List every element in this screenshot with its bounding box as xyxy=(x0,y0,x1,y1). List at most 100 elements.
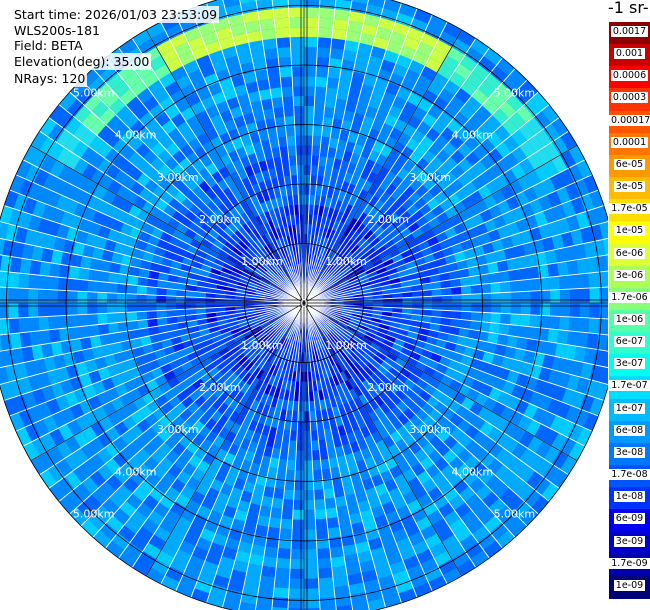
beta-cell xyxy=(543,382,558,399)
beta-cell xyxy=(277,458,288,470)
beta-cell xyxy=(235,215,247,227)
beta-cell xyxy=(158,177,173,192)
beta-cell xyxy=(448,71,467,88)
beta-cell xyxy=(363,390,374,403)
beta-cell xyxy=(374,78,389,92)
beta-cell xyxy=(431,204,445,218)
beta-cell xyxy=(252,254,263,264)
beta-cell xyxy=(472,430,488,446)
beta-cell xyxy=(28,288,39,303)
beta-cell xyxy=(8,287,19,303)
beta-cell xyxy=(178,171,192,185)
beta-cell xyxy=(245,81,259,94)
beta-cell xyxy=(496,259,509,273)
beta-cell xyxy=(359,340,371,350)
beta-cell xyxy=(178,434,193,449)
ray-line xyxy=(303,302,448,585)
beta-cell xyxy=(130,257,143,269)
beta-cell xyxy=(350,244,360,255)
ray-line xyxy=(190,302,305,598)
beta-cell xyxy=(247,281,258,288)
beta-cell xyxy=(193,341,205,352)
beta-cell xyxy=(479,321,491,333)
beta-cell xyxy=(327,526,341,539)
beta-cell xyxy=(539,315,551,329)
beta-cell xyxy=(113,421,129,437)
beta-cell xyxy=(541,104,560,124)
beta-cell xyxy=(351,287,362,293)
beta-cell xyxy=(360,281,371,288)
beta-cell xyxy=(392,21,410,37)
beta-cell xyxy=(593,239,606,257)
beta-cell xyxy=(0,318,10,335)
beta-cell xyxy=(513,86,532,106)
beta-cell xyxy=(264,326,274,335)
beta-cell xyxy=(366,218,377,230)
beta-cell xyxy=(329,546,345,558)
beta-cell xyxy=(104,354,117,367)
beta-cell xyxy=(377,365,389,376)
beta-cell xyxy=(377,17,396,32)
beta-cell xyxy=(106,474,123,492)
beta-cell xyxy=(249,276,261,283)
beta-cell xyxy=(184,209,197,222)
beta-cell xyxy=(519,229,533,245)
beta-cell xyxy=(342,192,353,204)
beta-cell xyxy=(50,207,65,224)
ray-line xyxy=(303,302,608,336)
beta-cell xyxy=(456,335,468,347)
beta-cell xyxy=(242,71,257,85)
beta-cell xyxy=(242,582,260,596)
beta-cell xyxy=(324,248,331,260)
beta-cell xyxy=(88,324,100,337)
beta-cell xyxy=(363,579,381,593)
beta-cell xyxy=(232,349,243,359)
range-label: 2.00km xyxy=(367,381,409,394)
beta-cell xyxy=(372,383,384,395)
beta-cell xyxy=(552,204,567,221)
beta-cell xyxy=(347,572,364,586)
beta-cell xyxy=(140,335,152,347)
beta-cell xyxy=(277,418,286,430)
beta-cell xyxy=(375,565,393,580)
beta-cell xyxy=(385,334,397,344)
beta-cell xyxy=(397,109,413,124)
beta-cell xyxy=(293,96,304,107)
beta-cell xyxy=(373,187,386,200)
beta-cell xyxy=(267,466,278,479)
beta-cell xyxy=(500,184,515,201)
beta-cell xyxy=(378,100,393,114)
beta-cell xyxy=(280,518,293,530)
beta-cell xyxy=(443,79,461,96)
beta-cell xyxy=(451,294,462,303)
beta-cell xyxy=(50,249,64,265)
beta-cell xyxy=(379,402,391,415)
beta-cell xyxy=(304,125,314,136)
beta-cell xyxy=(277,336,285,346)
ray-line xyxy=(303,0,386,304)
beta-cell xyxy=(380,59,396,73)
beta-cell xyxy=(246,374,256,386)
beta-cell xyxy=(280,155,290,167)
beta-cell xyxy=(240,1,258,14)
beta-cell xyxy=(490,303,502,314)
beta-cell xyxy=(331,28,348,41)
beta-cell xyxy=(479,209,494,223)
beta-cell xyxy=(484,341,497,355)
beta-cell xyxy=(314,499,326,510)
beta-cell xyxy=(314,255,320,266)
beta-cell xyxy=(508,324,520,337)
beta-cell xyxy=(487,442,504,459)
beta-cell xyxy=(320,326,328,337)
beta-cell xyxy=(468,112,486,129)
beta-cell xyxy=(357,212,368,224)
beta-cell xyxy=(316,47,331,58)
beta-cell xyxy=(230,569,247,583)
beta-cell xyxy=(416,171,430,185)
beta-cell xyxy=(313,277,321,287)
beta-cell xyxy=(104,147,121,164)
beta-cell xyxy=(380,375,392,387)
beta-cell xyxy=(325,238,333,249)
beta-cell xyxy=(317,316,326,324)
beta-cell xyxy=(334,271,344,280)
